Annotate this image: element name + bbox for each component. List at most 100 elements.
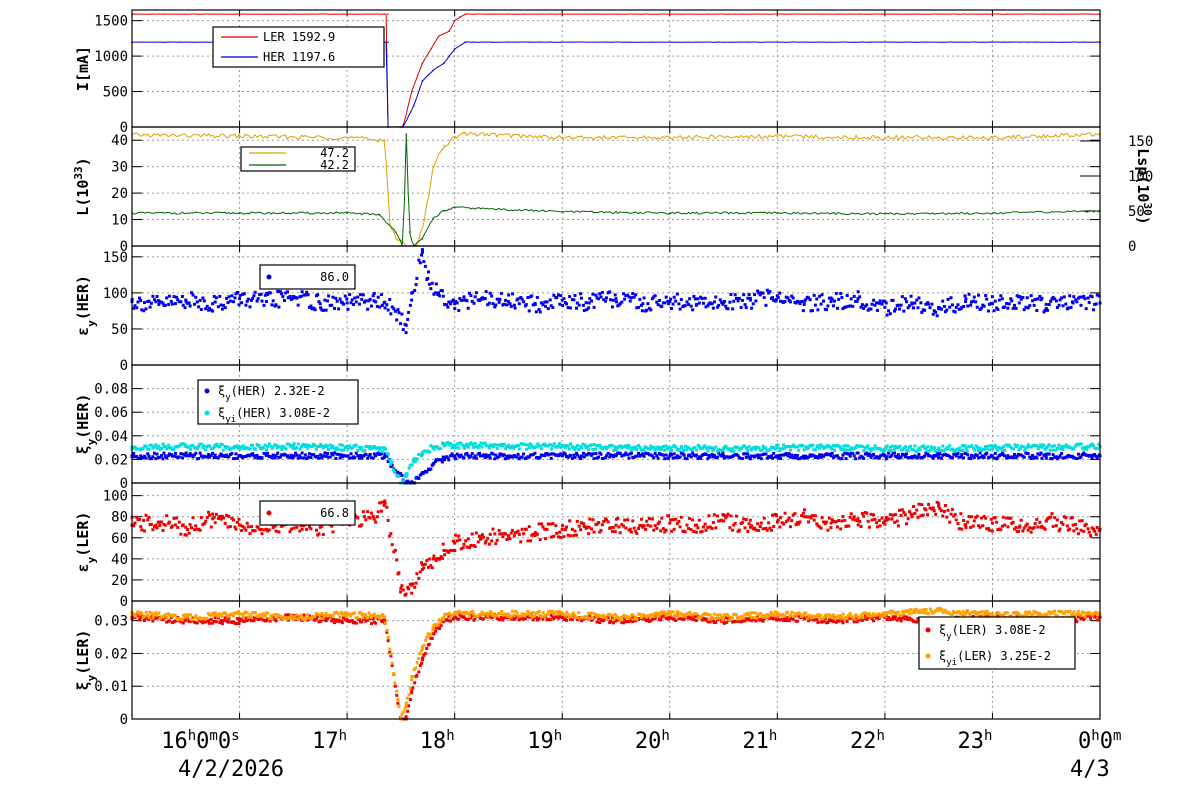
data-point	[782, 453, 786, 457]
data-point	[936, 449, 940, 453]
data-point	[517, 447, 521, 451]
data-point	[360, 456, 364, 460]
data-point	[757, 528, 761, 532]
data-point	[317, 613, 321, 617]
data-point	[747, 618, 751, 622]
data-point	[722, 613, 726, 617]
data-point	[658, 612, 662, 616]
data-point	[374, 520, 378, 524]
data-point	[481, 535, 485, 539]
data-point	[302, 442, 306, 446]
data-point	[979, 516, 983, 520]
data-point	[211, 309, 215, 313]
data-point	[829, 526, 833, 530]
data-point	[1055, 305, 1059, 309]
data-point	[885, 611, 889, 615]
data-point	[674, 445, 678, 449]
series-point	[448, 30, 451, 33]
data-point	[995, 520, 999, 524]
data-point	[233, 457, 237, 461]
data-point	[334, 618, 338, 622]
data-point	[746, 296, 750, 300]
data-point	[953, 513, 957, 517]
data-point	[309, 527, 313, 531]
data-point	[395, 558, 399, 562]
data-point	[237, 622, 241, 626]
data-point	[948, 454, 952, 458]
data-point	[949, 512, 953, 516]
data-point	[353, 611, 357, 615]
data-point	[389, 652, 393, 656]
data-point	[333, 451, 337, 455]
data-point	[655, 526, 659, 530]
data-point	[695, 448, 699, 452]
data-point	[571, 611, 575, 615]
data-point	[677, 519, 681, 523]
data-point	[614, 297, 618, 301]
data-point	[388, 647, 392, 651]
data-point	[610, 443, 614, 447]
data-point	[764, 446, 768, 450]
data-point	[758, 524, 762, 528]
data-point	[622, 445, 626, 449]
data-point	[640, 524, 644, 528]
data-point	[330, 303, 334, 307]
data-point	[888, 455, 892, 459]
series-point	[668, 212, 671, 214]
data-point	[800, 300, 804, 304]
data-point	[712, 300, 716, 304]
data-point	[401, 328, 405, 332]
data-point	[186, 615, 190, 619]
data-point	[587, 525, 591, 529]
data-point	[884, 446, 888, 450]
data-point	[899, 455, 903, 459]
data-point	[1091, 308, 1095, 312]
y-tick-label: 0.02	[94, 646, 128, 662]
data-point	[987, 444, 991, 448]
data-point	[996, 614, 1000, 618]
data-point	[592, 530, 596, 534]
data-point	[1085, 447, 1089, 451]
data-point	[382, 617, 386, 621]
data-point	[584, 615, 588, 619]
data-point	[197, 456, 201, 460]
data-point	[1007, 516, 1011, 520]
data-point	[707, 514, 711, 518]
data-point	[585, 525, 589, 529]
data-point	[379, 446, 383, 450]
data-point	[405, 696, 409, 700]
data-point	[350, 612, 354, 616]
data-point	[634, 529, 638, 533]
data-point	[808, 614, 812, 618]
data-point	[637, 305, 641, 309]
data-point	[248, 454, 252, 458]
data-point	[404, 331, 408, 335]
data-point	[1025, 613, 1029, 617]
data-point	[1005, 456, 1009, 460]
data-point	[758, 293, 762, 297]
data-point	[441, 617, 445, 621]
data-point	[669, 610, 673, 614]
data-point	[1082, 447, 1086, 451]
data-point	[890, 617, 894, 621]
data-point	[737, 528, 741, 532]
data-point	[232, 518, 236, 522]
data-point	[529, 539, 533, 543]
data-point	[963, 613, 967, 617]
data-point	[903, 513, 907, 517]
data-point	[1071, 612, 1075, 616]
data-point	[1087, 613, 1091, 617]
data-point	[366, 616, 370, 620]
data-point	[1062, 295, 1066, 299]
data-point	[238, 619, 242, 623]
data-point	[600, 523, 604, 527]
legend-box	[212, 26, 385, 68]
data-point	[437, 458, 441, 462]
data-point	[688, 516, 692, 520]
data-point	[589, 443, 593, 447]
data-point	[1080, 610, 1084, 614]
data-point	[434, 291, 438, 295]
data-point	[473, 454, 477, 458]
data-point	[1021, 445, 1025, 449]
